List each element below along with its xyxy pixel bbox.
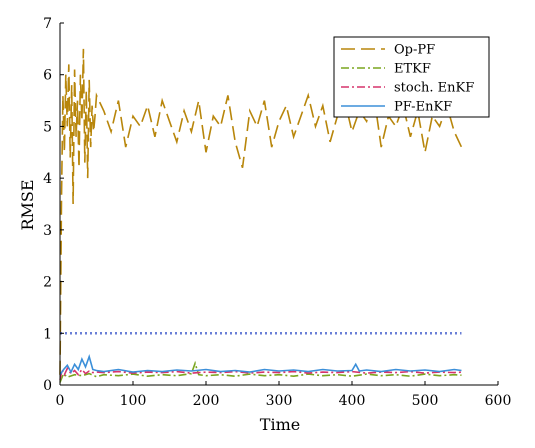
y-tick-label-5: 5: [43, 119, 52, 135]
legend-label-0: Op-PF: [394, 43, 435, 58]
y-tick-label-2: 2: [43, 275, 52, 291]
y-axis-label: RMSE: [18, 179, 37, 230]
x-axis-label: Time: [260, 415, 300, 434]
series-line-2: [59, 366, 462, 380]
series-line-1: [59, 360, 462, 383]
legend-label-1: ETKF: [394, 62, 431, 77]
y-tick-label-0: 0: [43, 378, 52, 394]
x-tick-label-0: 0: [56, 393, 65, 409]
x-tick-label-3: 300: [266, 393, 293, 409]
x-tick-label-5: 500: [412, 393, 439, 409]
ticks-layer: 0 100 200 300 400 500 600 0 1 2 3 4 5 6 7: [43, 16, 511, 409]
y-tick-label-6: 6: [43, 68, 52, 84]
legend-label-3: PF-EnKF: [394, 100, 452, 115]
x-tick-label-4: 400: [339, 393, 366, 409]
y-tick-label-7: 7: [43, 16, 52, 32]
y-tick-label-4: 4: [43, 171, 52, 187]
legend-label-2: stoch. EnKF: [394, 81, 474, 96]
series-line-3: [59, 353, 462, 376]
legend-box: [333, 36, 490, 118]
legend: Op-PF ETKF stoch. EnKF PF-EnKF: [333, 36, 490, 118]
x-tick-label-2: 200: [193, 393, 220, 409]
x-tick-label-1: 100: [120, 393, 147, 409]
y-tick-label-1: 1: [43, 326, 52, 342]
y-tick-label-3: 3: [43, 223, 52, 239]
x-tick-label-6: 600: [485, 393, 512, 409]
